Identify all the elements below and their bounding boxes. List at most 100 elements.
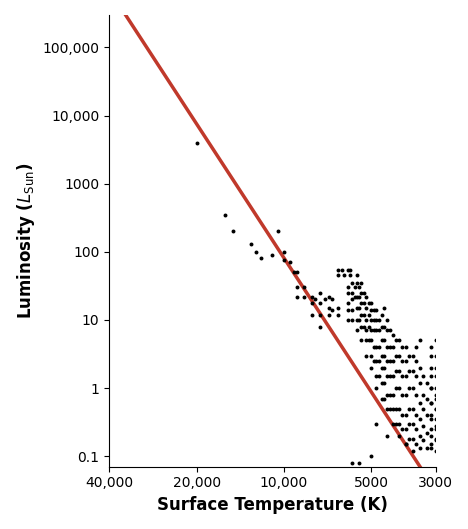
Point [412,440,420,449]
Point [392,419,400,428]
Point [378,311,386,319]
Point [428,384,435,393]
Point [363,293,370,301]
Point [373,326,380,335]
Point [375,372,383,380]
Point [402,411,410,419]
Point [355,283,363,291]
Point [432,395,439,403]
Point [399,343,406,351]
Point [293,283,301,291]
Point [375,343,383,351]
Point [389,331,397,339]
Point [405,351,413,360]
Point [316,298,324,307]
Point [308,293,316,301]
Point [402,425,410,433]
Point [229,227,236,235]
Point [428,425,435,433]
Point [325,304,333,312]
Point [383,326,391,335]
Point [409,351,416,360]
Point [370,316,378,324]
Point [416,432,424,440]
Point [395,432,403,440]
Point [428,432,435,440]
Point [308,311,316,319]
Point [389,390,397,399]
Point [432,425,439,433]
Point [432,434,439,443]
Point [399,372,406,380]
Point [424,378,431,387]
Point [363,304,370,312]
Point [378,363,386,372]
Point [353,304,361,312]
Point [358,322,365,331]
Point [247,240,255,248]
Point [367,298,375,307]
Point [432,436,439,445]
Point [353,271,361,280]
Point [349,316,356,324]
Point [373,357,380,365]
Point [399,357,406,365]
Point [373,306,380,314]
Point [428,399,435,407]
Point [420,390,427,399]
Point [378,378,386,387]
Point [293,293,301,301]
Point [432,390,439,399]
Point [347,271,354,280]
Point [355,293,363,301]
Point [432,446,439,455]
Point [367,306,375,314]
Point [389,419,397,428]
Point [416,444,424,453]
Point [316,322,324,331]
Point [416,336,424,345]
Point [424,428,431,437]
Point [367,316,375,324]
Point [344,306,352,314]
Point [395,351,403,360]
Point [420,372,427,380]
Point [383,316,391,324]
Point [428,363,435,372]
Point [363,326,370,335]
Point [409,419,416,428]
Point [360,298,367,307]
Point [383,390,391,399]
Point [353,326,361,335]
Point [409,404,416,413]
Point [399,390,406,399]
Point [416,399,424,407]
Point [378,336,386,345]
Point [291,268,298,277]
Point [378,322,386,331]
Point [373,316,380,324]
Point [367,452,375,460]
Point [370,343,378,351]
Point [363,351,370,360]
Point [344,283,352,291]
Point [412,390,420,399]
Point [409,367,416,375]
Point [358,298,365,307]
Point [432,422,439,430]
Point [389,357,397,365]
Point [402,440,410,449]
Point [402,343,410,351]
Point [193,139,200,147]
Point [409,384,416,393]
Point [387,390,394,399]
Point [293,268,301,277]
Point [370,357,378,365]
Point [365,322,373,331]
Point [329,306,336,314]
Point [412,343,420,351]
Point [432,351,439,360]
Y-axis label: Luminosity ($\mathit{L}_\mathrm{Sun}$): Luminosity ($\mathit{L}_\mathrm{Sun}$) [15,162,37,319]
Point [367,351,375,360]
Point [365,311,373,319]
